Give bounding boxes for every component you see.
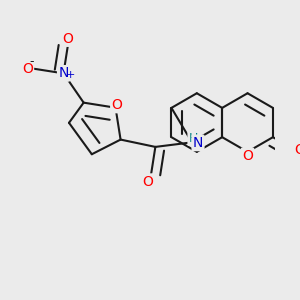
Text: +: + [66,70,75,80]
Text: O: O [242,149,253,163]
Text: O: O [294,143,300,157]
Text: O: O [142,175,154,189]
Text: -: - [30,56,34,68]
Text: N: N [58,66,69,80]
Text: O: O [22,62,33,76]
Text: H: H [189,132,198,145]
Text: O: O [112,98,122,112]
Text: O: O [63,32,74,46]
Text: N: N [193,136,203,150]
